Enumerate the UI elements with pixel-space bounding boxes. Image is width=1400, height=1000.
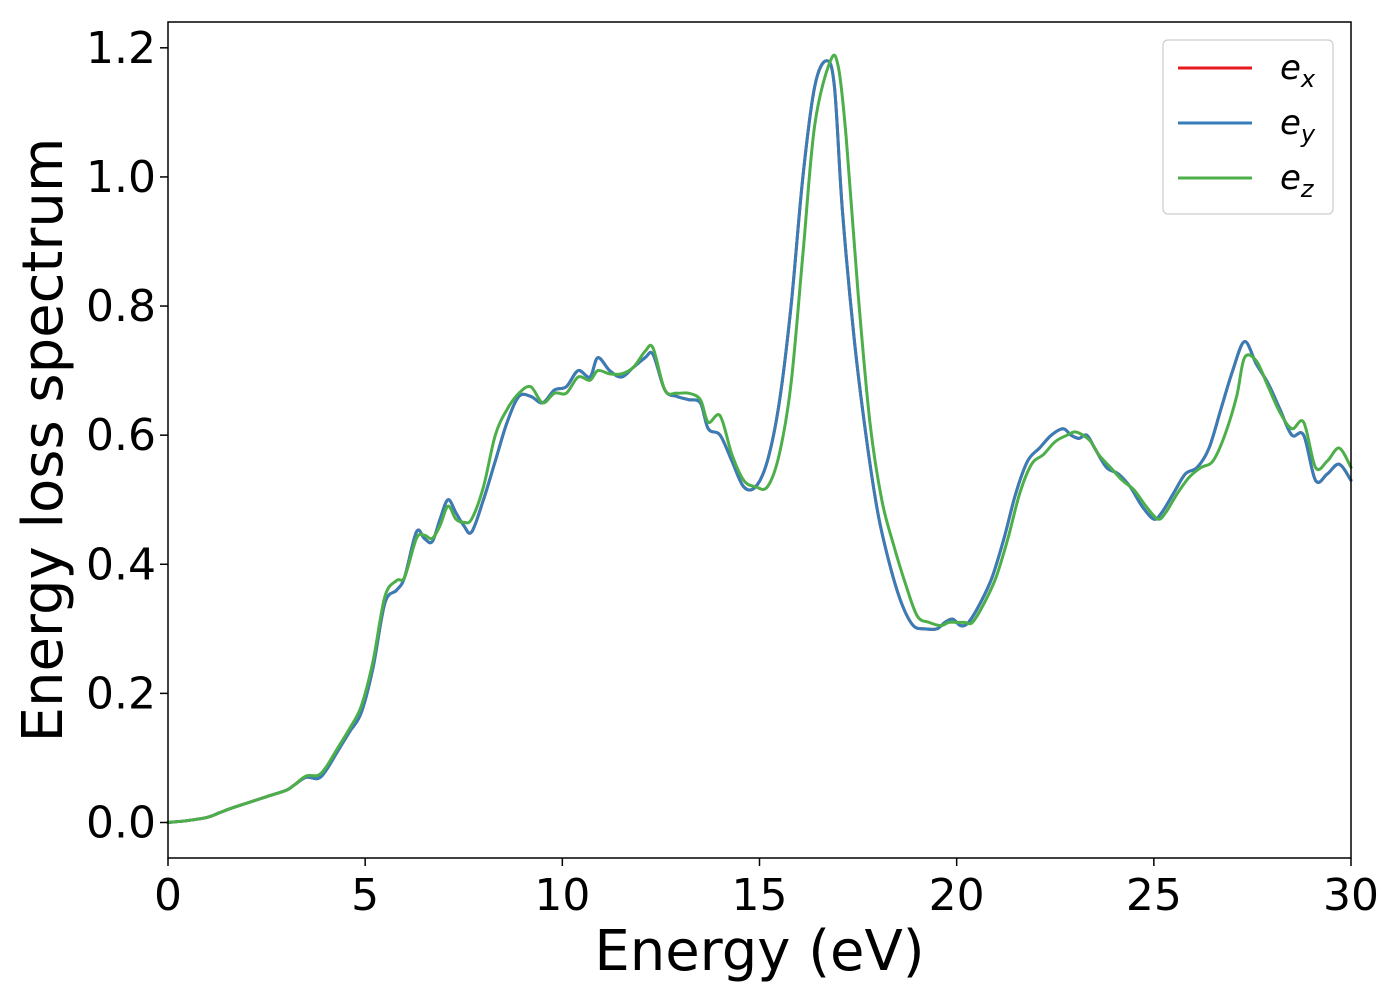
y-tick-label: 0.8: [86, 281, 156, 332]
y-tick-label: 0.4: [86, 539, 156, 590]
x-tick-label: 15: [732, 870, 788, 921]
y-tick-label: 0.6: [86, 410, 156, 461]
y-tick-label: 1.2: [86, 23, 156, 74]
y-tick-label: 0.0: [86, 797, 156, 848]
legend-label-x: ex: [1280, 48, 1316, 93]
x-tick-label: 0: [154, 870, 182, 921]
y-axis-ticks: 0.0 0.2 0.4 0.6 0.8 1.0 1.2: [86, 23, 168, 848]
x-axis-label: Energy (eV): [594, 919, 924, 984]
series-line-z: [166, 53, 1353, 824]
legend-box: [1162, 39, 1334, 215]
series-layer: [166, 53, 1353, 824]
x-tick-label: 20: [929, 870, 985, 921]
x-tick-label: 30: [1323, 870, 1379, 921]
y-tick-label: 1.0: [86, 152, 156, 203]
x-axis-ticks: 0 5 10 15 20 25 30: [154, 858, 1379, 921]
legend-label-z: ez: [1280, 158, 1315, 203]
legend-label-y: ey: [1280, 103, 1316, 148]
y-axis-label: Energy loss spectrum: [11, 138, 76, 743]
x-tick-label: 5: [351, 870, 379, 921]
y-tick-label: 0.2: [86, 668, 156, 719]
legend: ex ey ez: [1162, 39, 1334, 215]
x-tick-label: 25: [1126, 870, 1182, 921]
x-tick-label: 10: [534, 870, 590, 921]
series-line-y: [166, 59, 1353, 824]
plot-background: [168, 22, 1351, 858]
